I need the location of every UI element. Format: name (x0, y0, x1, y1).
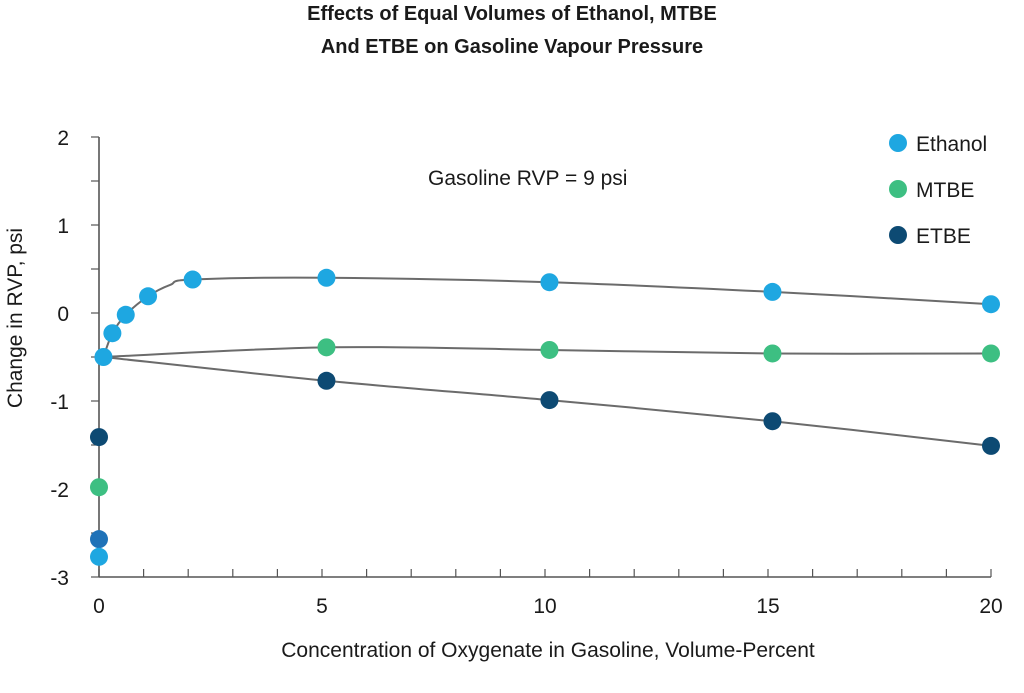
data-point-axis (90, 530, 108, 549)
data-point-etbe (317, 371, 336, 390)
x-tick-label: 20 (979, 595, 1002, 618)
data-point-mtbe (982, 344, 1000, 363)
data-point-ethanol (540, 273, 559, 292)
data-points (90, 268, 1000, 566)
x-tick-label: 10 (533, 595, 556, 618)
data-point-mtbe (317, 338, 336, 357)
x-tick-label: 15 (756, 595, 779, 618)
data-point-ethanol (982, 295, 1000, 314)
data-point-ethanol (103, 324, 122, 343)
legend-marker-etbe (889, 226, 907, 244)
legend-label-mtbe: MTBE (916, 179, 974, 202)
data-point-etbe (540, 391, 559, 410)
data-point-ethanol (94, 348, 113, 366)
legend-label-etbe: ETBE (916, 225, 971, 248)
data-point-etbe (763, 412, 782, 431)
y-tick-label: 1 (57, 215, 69, 238)
data-point-axis (90, 428, 108, 447)
y-tick-label: 2 (57, 127, 69, 150)
data-point-etbe (982, 436, 1000, 455)
data-point-mtbe (540, 340, 559, 359)
y-tick-label: -3 (50, 567, 69, 590)
chart-title-line-1: Effects of Equal Volumes of Ethanol, MTB… (307, 3, 717, 25)
data-point-axis (90, 478, 108, 497)
y-tick-label: 0 (57, 303, 69, 326)
data-point-axis (90, 547, 108, 566)
chart-title-line-2: And ETBE on Gasoline Vapour Pressure (321, 36, 703, 58)
data-point-mtbe (763, 344, 782, 363)
y-tick-label: -1 (50, 391, 69, 414)
data-point-ethanol (139, 287, 158, 306)
data-point-ethanol (317, 268, 336, 287)
legend: Ethanol MTBE ETBE (889, 133, 987, 248)
data-point-ethanol (183, 270, 202, 289)
chart-annotation: Gasoline RVP = 9 psi (428, 167, 627, 190)
series-curves (102, 276, 992, 447)
data-point-ethanol (763, 282, 782, 301)
axes: 0 5 10 15 20 -3 -2 -1 0 1 2 (50, 127, 1002, 618)
legend-label-ethanol: Ethanol (916, 133, 987, 156)
legend-marker-mtbe (889, 180, 907, 198)
x-tick-label: 5 (316, 595, 328, 618)
y-axis-label: Change in RVP, psi (4, 228, 27, 408)
x-tick-label: 0 (93, 595, 105, 618)
legend-marker-ethanol (889, 134, 907, 152)
data-point-ethanol (116, 305, 135, 324)
y-tick-label: -2 (50, 479, 69, 502)
x-axis-label: Concentration of Oxygenate in Gasoline, … (281, 639, 815, 662)
